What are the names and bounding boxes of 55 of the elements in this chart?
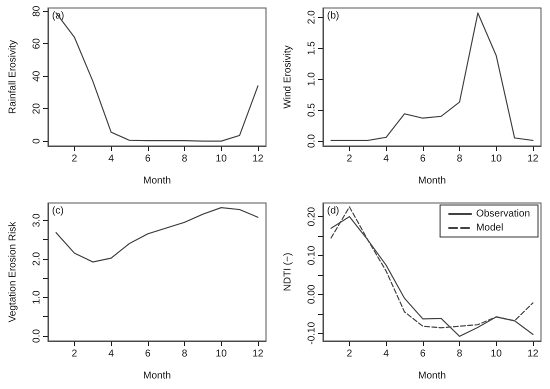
- x-tick-label: 8: [456, 154, 463, 164]
- y-tick-label: 0.0: [32, 328, 42, 343]
- y-axis-title: Wind Erosivity: [282, 45, 294, 109]
- y-tick-label: 1.0: [32, 290, 42, 304]
- x-tick-label: 4: [108, 154, 114, 164]
- y-tick-label: 0.00: [306, 284, 318, 304]
- y-tick-label: 0.10: [306, 245, 318, 266]
- y-tick-label: 0.0: [306, 134, 318, 148]
- x-tick-label: 12: [252, 154, 264, 164]
- y-axis-title: Vegtation Erosion Risk: [8, 220, 18, 322]
- y-tick-label: 1.5: [306, 40, 318, 56]
- annotation: (c): [52, 206, 64, 216]
- x-tick-label: 4: [383, 154, 390, 164]
- y-tick-label: 3.0: [32, 212, 42, 228]
- x-tick-label: 12: [527, 348, 539, 360]
- y-tick-label: -0.10: [306, 321, 318, 345]
- y-axis-title: NDTI (−): [282, 252, 294, 292]
- legend-label: Model: [476, 222, 504, 234]
- x-tick-label: 4: [383, 348, 390, 360]
- x-tick-label: 2: [72, 154, 78, 164]
- x-tick-label: 6: [420, 348, 426, 360]
- y-tick-label: 0.5: [306, 102, 318, 118]
- y-tick-label: 2.0: [32, 252, 42, 266]
- x-tick-label: 2: [346, 154, 353, 164]
- x-tick-label: 6: [420, 154, 426, 164]
- x-tick-label: 10: [490, 154, 502, 164]
- x-axis-title: Month: [143, 370, 171, 382]
- x-tick-label: 8: [182, 154, 188, 164]
- legend-label: Observation: [476, 208, 530, 220]
- x-tick-label: 12: [252, 348, 264, 360]
- y-axis-title: Rainfall Erosivity: [8, 40, 18, 114]
- x-tick-label: 6: [145, 154, 152, 164]
- x-tick-label: 10: [490, 348, 502, 360]
- y-tick-label: 0.20: [306, 206, 318, 226]
- x-tick-label: 10: [216, 154, 228, 164]
- x-axis-title: Month: [418, 176, 446, 186]
- y-tick-label: 60: [32, 38, 42, 50]
- annotation: (b): [327, 10, 340, 22]
- y-tick-label: 40: [32, 70, 42, 82]
- x-tick-label: 8: [456, 348, 463, 360]
- x-axis-title: Month: [418, 370, 446, 382]
- x-tick-label: 4: [108, 348, 114, 360]
- x-tick-label: 2: [72, 348, 78, 360]
- x-tick-label: 12: [527, 154, 539, 164]
- annotation: (d): [327, 206, 340, 216]
- y-tick-label: 0: [32, 138, 42, 144]
- x-tick-label: 8: [182, 348, 188, 360]
- y-tick-label: 1.0: [306, 72, 318, 86]
- x-tick-label: 10: [216, 348, 228, 360]
- x-axis-title: Month: [143, 176, 171, 186]
- y-tick-label: 20: [32, 102, 42, 114]
- y-tick-label: 2.0: [306, 10, 318, 24]
- y-tick-label: 80: [32, 5, 42, 17]
- x-tick-label: 2: [346, 348, 353, 360]
- x-tick-label: 6: [145, 348, 152, 360]
